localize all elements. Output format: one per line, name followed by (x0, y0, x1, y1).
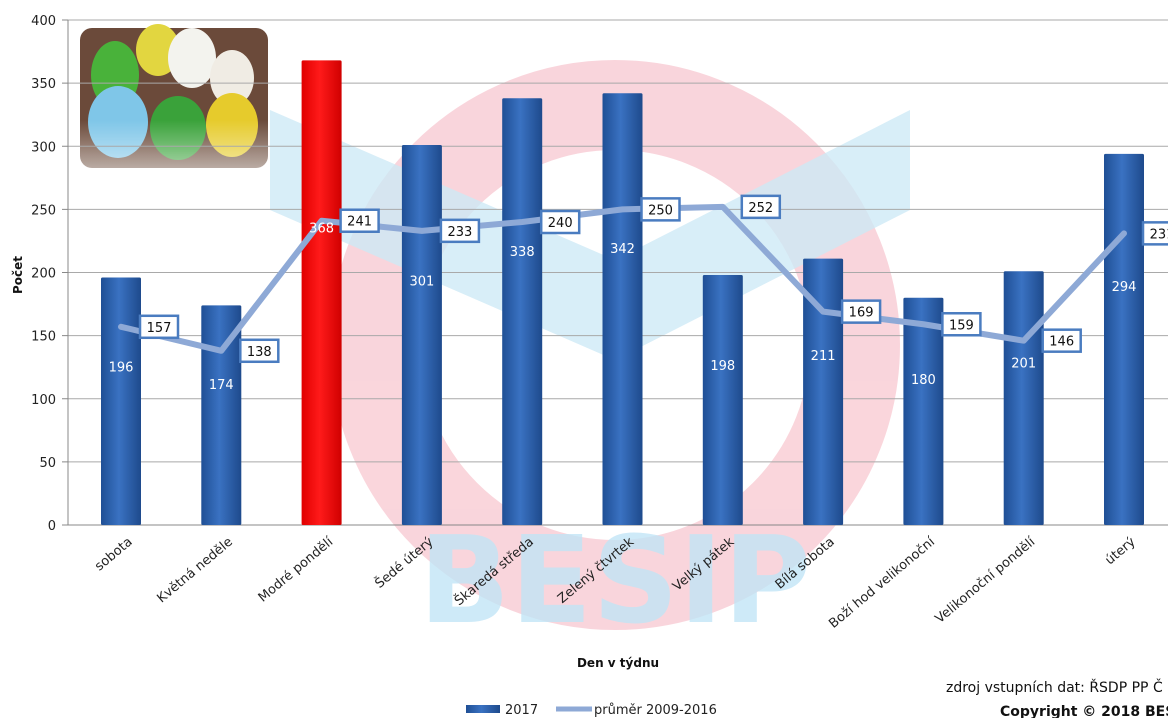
line-value-label: 240 (548, 216, 573, 231)
copyright-note: Copyright © 2018 BES (1000, 704, 1168, 718)
bar-value-label: 211 (811, 349, 836, 364)
bar (101, 277, 141, 525)
x-tick-label: úterý (1103, 534, 1139, 568)
y-tick-label: 0 (48, 519, 56, 534)
bar-value-label: 174 (209, 378, 234, 393)
line-value-box (138, 314, 180, 340)
bar (301, 60, 342, 526)
egg-icon (168, 28, 216, 88)
y-tick-label: 250 (31, 203, 56, 218)
line-value-label: 169 (849, 306, 874, 321)
bar-value-label: 294 (1112, 280, 1137, 295)
legend: 2017 průměr 2009-2016 (466, 703, 717, 718)
x-axis-title: Den v týdnu (577, 656, 659, 670)
bar (401, 144, 442, 526)
bar (502, 98, 543, 526)
bar (702, 275, 743, 525)
line-value-box (840, 299, 882, 324)
watermark-text: BESIP (419, 512, 811, 651)
bar-value-label: 301 (409, 275, 434, 290)
legend-label-2017: 2017 (505, 703, 538, 718)
x-tick-label: Boží hod velikonoční (826, 534, 938, 631)
line-value-box (941, 312, 982, 337)
y-tick-label: 100 (31, 393, 56, 408)
x-tick-label: Velikonoční pondělí (933, 534, 1039, 626)
y-axis-title: Počet (11, 256, 25, 294)
bars (101, 60, 1144, 526)
line-value-box (539, 209, 581, 235)
line-value-box (1041, 328, 1082, 353)
line-value-label: 250 (648, 203, 673, 218)
x-tick-label: Modré pondělí (256, 534, 337, 605)
line-value-box (439, 218, 481, 244)
line-value-box (640, 197, 681, 222)
bar-value-label: 342 (610, 242, 635, 257)
y-tick-label: 50 (39, 456, 56, 471)
data-labels: 196 174 368 301 338 342 198 211 180 201 294 157 138 2… (109, 194, 1168, 393)
y-tick-label: 200 (31, 267, 56, 282)
x-tick-label: sobota (92, 535, 135, 575)
bar-value-label: 338 (510, 245, 535, 260)
bar (903, 297, 944, 525)
line-value-box (339, 208, 380, 233)
bar (602, 93, 643, 525)
line-value-label: 233 (447, 225, 472, 240)
legend-label-average: průměr 2009-2016 (594, 703, 717, 718)
line-value-label: 146 (1049, 335, 1074, 350)
watermark-chevron (270, 110, 910, 360)
bar-value-label: 180 (911, 373, 936, 388)
y-tick-label: 350 (31, 77, 56, 92)
bar-value-label: 201 (1011, 357, 1036, 372)
line-value-label: 241 (347, 215, 372, 230)
bar-value-label: 198 (710, 359, 735, 374)
bar (201, 305, 242, 525)
line-value-label: 159 (949, 318, 974, 333)
y-tick-label: 150 (31, 330, 56, 345)
y-tick-label: 300 (31, 140, 56, 155)
line-value-box (740, 194, 782, 220)
bar-value-label: 368 (309, 221, 334, 236)
line-value-label: 231 (1150, 227, 1168, 242)
line-value-label: 252 (748, 201, 773, 216)
line-value-box (1141, 221, 1168, 246)
x-tick-label: Květná neděle (154, 535, 235, 607)
egg-icon (210, 50, 254, 106)
bar (1003, 271, 1044, 525)
source-note: zdroj vstupních dat: ŘSDP PP Č (946, 678, 1163, 696)
y-tick-label: 400 (31, 14, 56, 29)
bar (803, 258, 844, 525)
bar (1104, 153, 1144, 525)
line-value-box (239, 338, 280, 364)
line-value-label: 157 (147, 321, 172, 336)
legend-bar-swatch (466, 705, 500, 713)
bar-value-label: 196 (109, 361, 134, 376)
line-value-label: 138 (247, 345, 272, 360)
easter-eggs-photo (80, 24, 268, 210)
